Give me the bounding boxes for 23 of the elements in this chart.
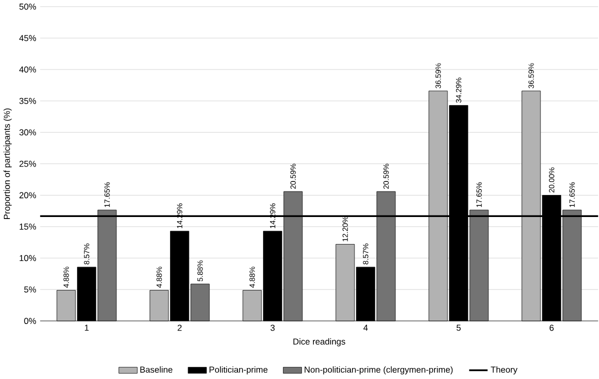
x-tick-label: 4 (363, 324, 368, 331)
y-tick-label: 10% (20, 255, 36, 262)
x-axis-title: Dice readings (293, 338, 346, 347)
y-tick-label: 40% (19, 66, 36, 73)
y-tick-label: 15% (20, 224, 36, 230)
x-tick-label: 2 (178, 324, 182, 332)
y-tick-label: 20% (19, 192, 36, 199)
x-tick-label: 6 (550, 324, 554, 332)
y-tick-label: 5% (24, 286, 36, 293)
y-tick-label: 45% (19, 35, 36, 42)
legend-label: Theory (490, 366, 518, 375)
y-tick-label: 35% (19, 98, 36, 104)
y-tick-label: 30% (19, 130, 36, 136)
legend-label: Non-politician-prime (clergymen-prime) (304, 366, 453, 375)
legend-label: Baseline (140, 366, 172, 373)
x-tick-label: 1 (84, 324, 89, 331)
y-tick-label: 25% (19, 160, 36, 168)
y-tick-label: 50% (19, 4, 36, 10)
y-tick-label: 0% (24, 318, 36, 324)
legend-label: Politician-prime (210, 366, 268, 375)
y-axis-title: Proportion of participants (%) (4, 108, 12, 220)
x-tick-label: 5 (456, 324, 461, 332)
x-tick-label: 3 (270, 324, 275, 332)
